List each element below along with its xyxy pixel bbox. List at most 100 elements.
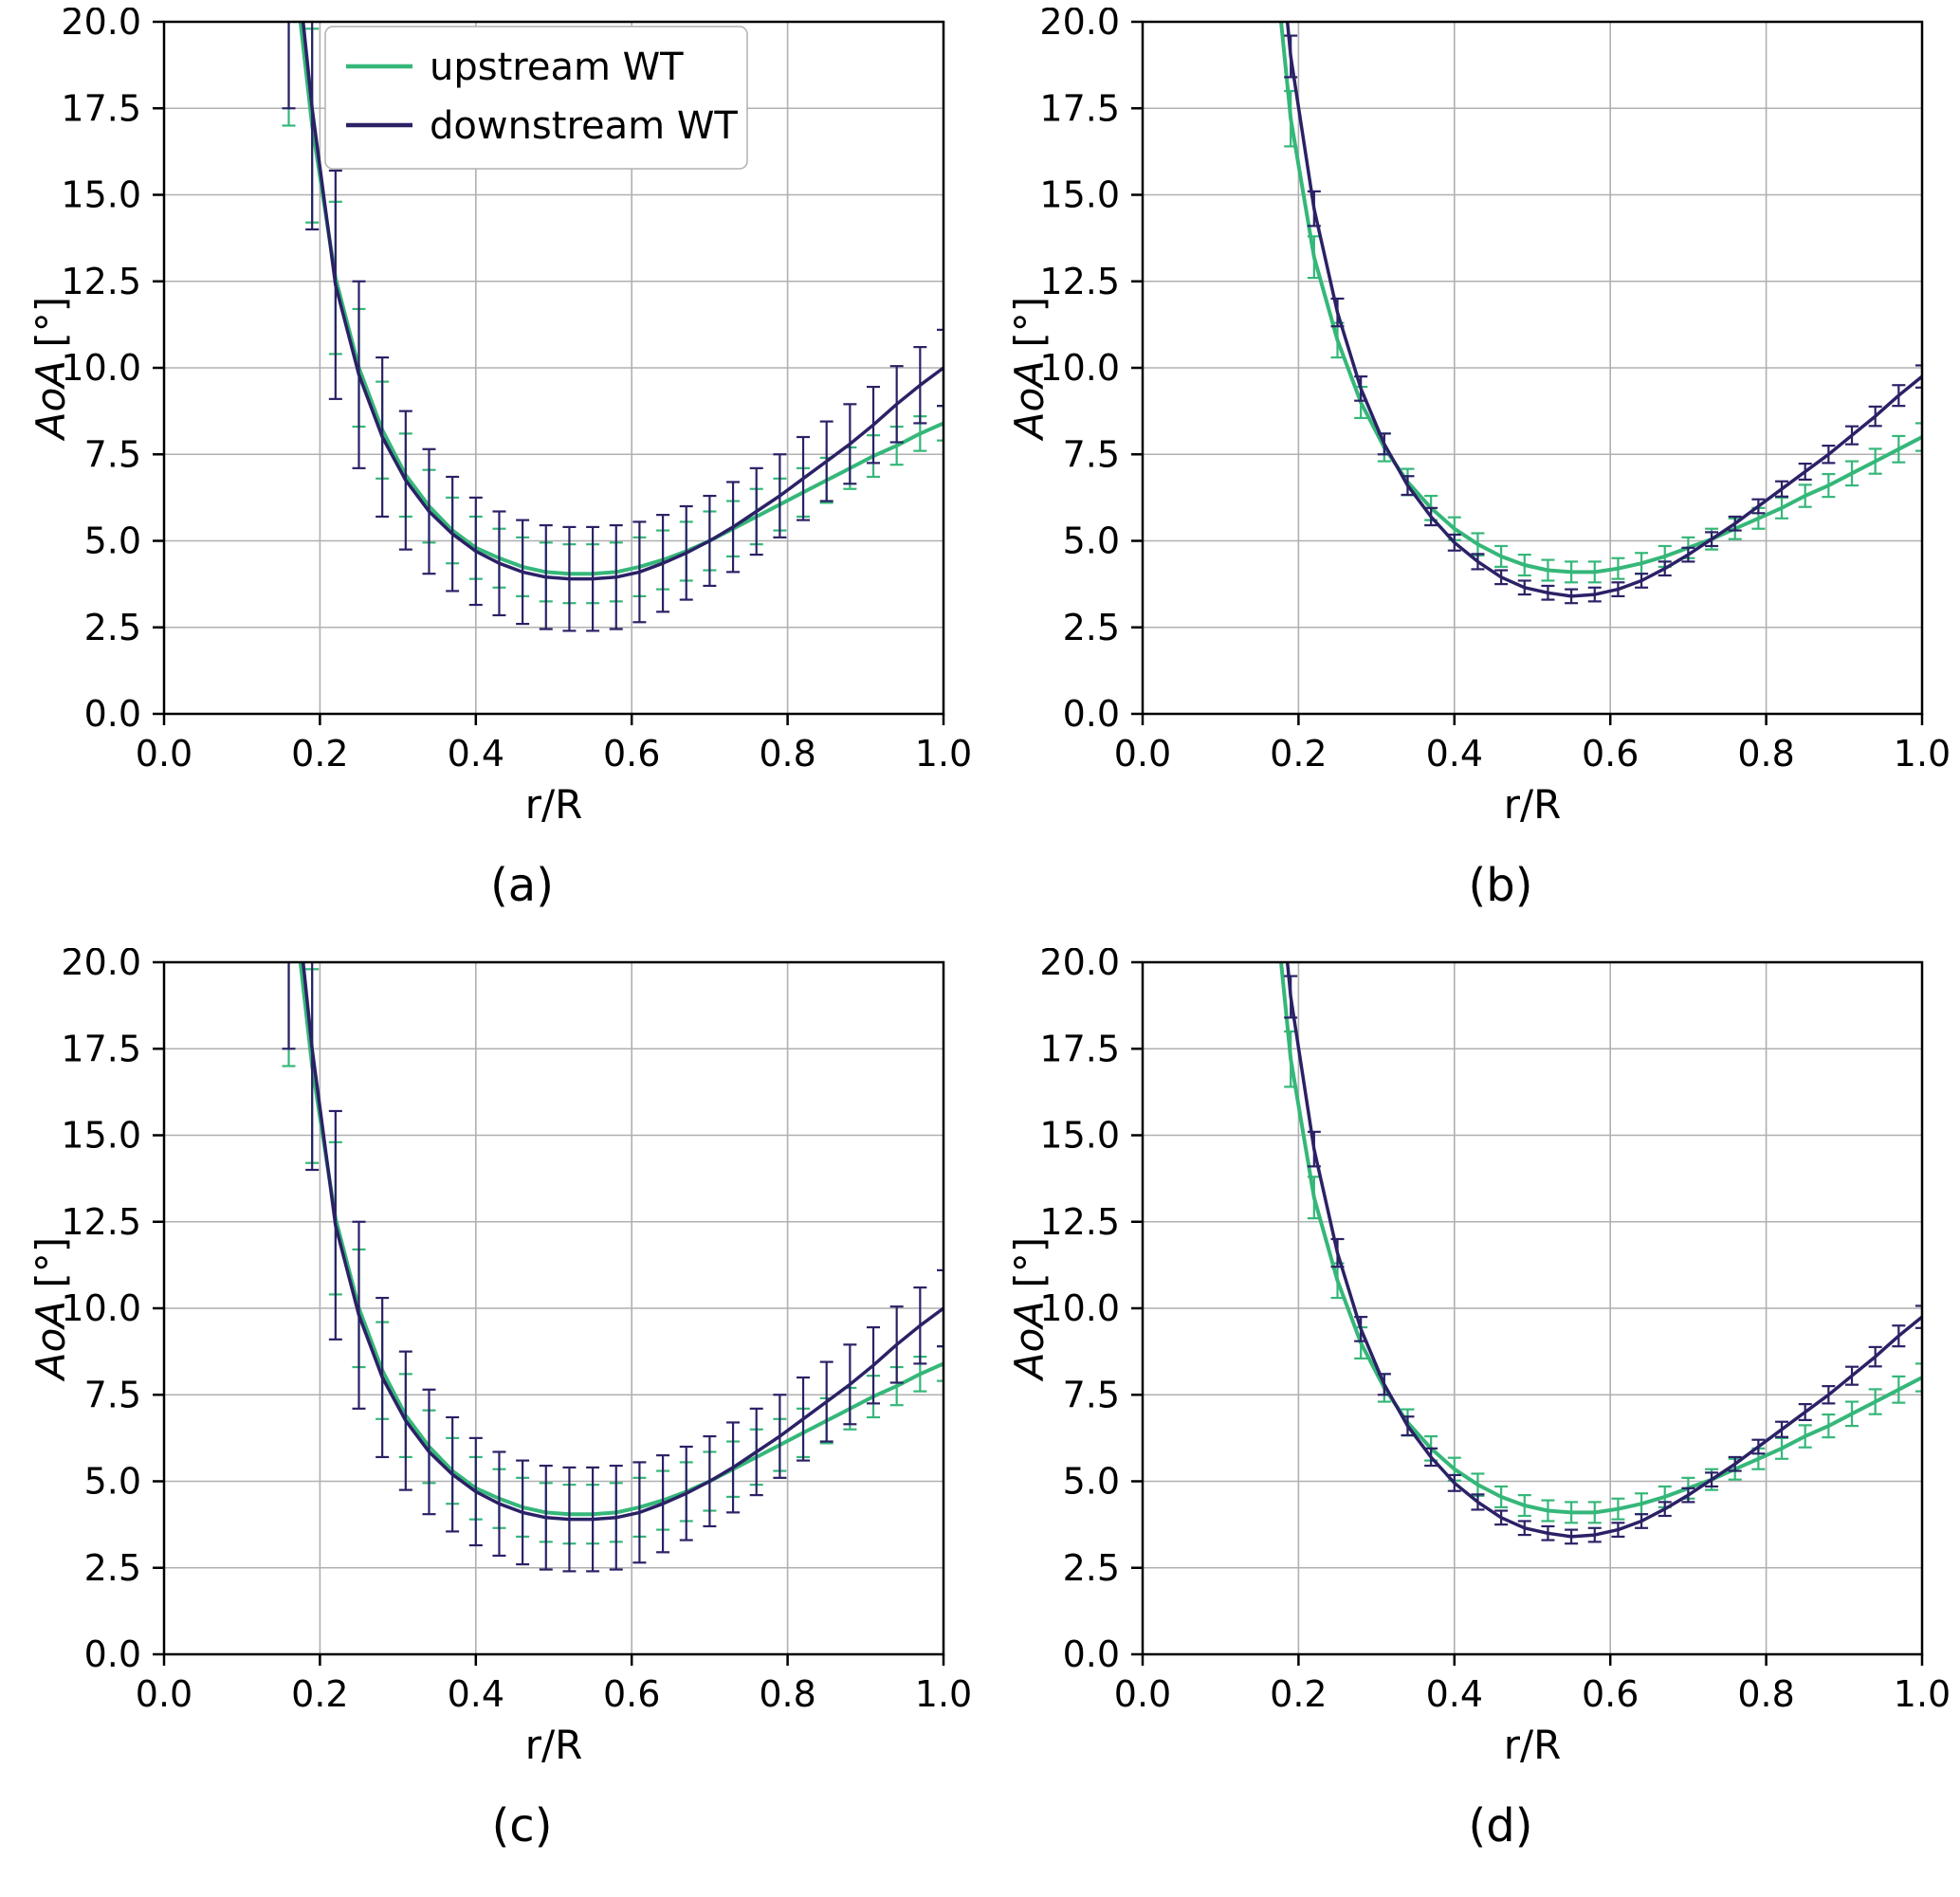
chart-d: 0.0 0.2 0.4 0.6 0.8 1.0 0.0 2.5 5.0 7.5 10.0 12.5 15… [1006,948,1949,1768]
x-tick-label: 0.4 [1425,1673,1482,1715]
legend: upstream WT downstream WT [323,26,748,170]
axis-ticks: 0.0 0.2 0.4 0.6 0.8 1.0 0.0 2.5 5.0 7.5 10.0 12.5 15… [61,948,970,1715]
x-tick-label: 0.8 [759,733,815,775]
error-bars [1283,89,1922,584]
subplot-a: 0.0 0.2 0.4 0.6 0.8 1.0 0.0 2.5 5.0 7.5 10.0 12.5 15… [9,8,972,948]
series-downstream-wt [282,962,943,1573]
series-downstream-wt [1283,962,1922,1545]
error-bars [1283,1030,1922,1524]
legend-label: downstream WT [430,104,738,148]
axis-ticks: 0.0 0.2 0.4 0.6 0.8 1.0 0.0 2.5 5.0 7.5 10.0 12.5 15… [1039,948,1949,1715]
y-tick-label: 15.0 [61,1115,141,1157]
y-axis-label: AoA [°] [1006,1237,1053,1382]
x-tick-label: 1.0 [1893,733,1948,775]
subplot-d: 0.0 0.2 0.4 0.6 0.8 1.0 0.0 2.5 5.0 7.5 10.0 12.5 15… [988,948,1951,1888]
y-tick-label: 0.0 [1062,693,1119,735]
x-tick-label: 0.0 [135,1673,192,1715]
x-tick-label: 1.0 [914,1673,969,1715]
y-tick-label: 17.5 [61,1028,141,1069]
series-line [1285,22,1922,598]
chart-a: 0.0 0.2 0.4 0.6 0.8 1.0 0.0 2.5 5.0 7.5 10.0 12.5 15… [27,8,970,828]
y-tick-label: 10.0 [61,1287,141,1329]
y-tick-label: 7.5 [1062,1374,1119,1415]
subplot-c: 0.0 0.2 0.4 0.6 0.8 1.0 0.0 2.5 5.0 7.5 10.0 12.5 15… [9,948,972,1888]
series-line [1285,962,1922,1539]
y-tick-label: 0.0 [83,1633,140,1675]
y-tick-label: 7.5 [83,1374,140,1415]
figure-grid: 0.0 0.2 0.4 0.6 0.8 1.0 0.0 2.5 5.0 7.5 10.0 12.5 15… [9,8,1951,1888]
x-tick-label: 0.2 [1270,733,1327,775]
axis-ticks: 0.0 0.2 0.4 0.6 0.8 1.0 0.0 2.5 5.0 7.5 10.0 12.5 15… [1039,8,1949,775]
y-tick-label: 2.5 [1062,1547,1119,1589]
x-tick-label: 0.8 [1737,1673,1794,1715]
y-tick-label: 20.0 [1039,948,1120,983]
subplot-a-caption: (a) [490,859,554,912]
series-line [1278,962,1922,1515]
error-bars [1283,34,1922,605]
x-tick-label: 0.2 [291,733,348,775]
series-line [1278,22,1922,575]
x-tick-label: 0.4 [447,1673,504,1715]
error-bars [1283,975,1922,1545]
y-tick-label: 20.0 [61,8,141,43]
y-tick-label: 7.5 [83,433,140,475]
y-tick-label: 5.0 [1062,1461,1119,1503]
y-tick-label: 17.5 [1039,87,1120,129]
x-tick-label: 0.4 [447,733,504,775]
series-upstream-wt [1278,22,1922,584]
x-tick-label: 0.0 [135,733,192,775]
y-tick-label: 17.5 [61,87,141,129]
x-tick-label: 0.8 [759,1673,815,1715]
y-tick-label: 20.0 [1039,8,1120,43]
x-axis-label: r/R [524,781,582,828]
x-tick-label: 0.2 [291,1673,348,1715]
x-tick-label: 1.0 [914,733,969,775]
x-tick-label: 1.0 [1893,1673,1948,1715]
series-upstream-wt [1278,962,1922,1524]
x-tick-label: 0.8 [1737,733,1794,775]
y-tick-label: 5.0 [83,520,140,562]
chart-b: 0.0 0.2 0.4 0.6 0.8 1.0 0.0 2.5 5.0 7.5 10.0 12.5 15… [1006,8,1949,828]
y-tick-label: 0.0 [1062,1633,1119,1675]
subplot-d-caption: (d) [1468,1799,1533,1852]
y-tick-label: 10.0 [61,347,141,389]
x-tick-label: 0.6 [1581,733,1638,775]
x-axis-label: r/R [1503,781,1561,828]
series-line [301,962,943,1522]
chart-c: 0.0 0.2 0.4 0.6 0.8 1.0 0.0 2.5 5.0 7.5 10.0 12.5 15… [27,948,970,1768]
subplot-c-caption: (c) [491,1799,553,1852]
y-tick-label: 10.0 [1039,1287,1120,1329]
y-tick-label: 17.5 [1039,1028,1120,1069]
x-axis-label: r/R [1503,1722,1561,1768]
y-axis-label: AoA [°] [27,1237,74,1382]
grid [1141,21,1923,715]
y-tick-label: 15.0 [61,174,141,216]
y-tick-label: 12.5 [61,1201,141,1243]
x-tick-label: 0.6 [602,733,659,775]
series-downstream-wt [282,22,943,632]
x-tick-label: 0.6 [602,1673,659,1715]
x-tick-label: 0.0 [1113,733,1170,775]
y-tick-label: 10.0 [1039,347,1120,389]
x-tick-label: 0.2 [1270,1673,1327,1715]
axis-ticks: 0.0 0.2 0.4 0.6 0.8 1.0 0.0 2.5 5.0 7.5 10.0 12.5 15… [61,8,970,775]
x-tick-label: 0.4 [1425,733,1482,775]
series-downstream-wt [1283,22,1922,605]
y-tick-label: 12.5 [1039,261,1120,302]
x-tick-label: 0.6 [1581,1673,1638,1715]
y-axis-label: AoA [°] [1006,297,1053,442]
grid [1141,961,1923,1655]
y-tick-label: 2.5 [83,1547,140,1589]
y-tick-label: 7.5 [1062,433,1119,475]
y-tick-label: 5.0 [83,1461,140,1503]
y-tick-label: 2.5 [1062,607,1119,648]
y-tick-label: 20.0 [61,948,141,983]
y-tick-label: 12.5 [61,261,141,302]
y-tick-label: 2.5 [83,607,140,648]
x-tick-label: 0.0 [1113,1673,1170,1715]
y-tick-label: 0.0 [83,693,140,735]
error-bars [282,962,943,1573]
y-tick-label: 15.0 [1039,174,1120,216]
grid [162,961,944,1655]
